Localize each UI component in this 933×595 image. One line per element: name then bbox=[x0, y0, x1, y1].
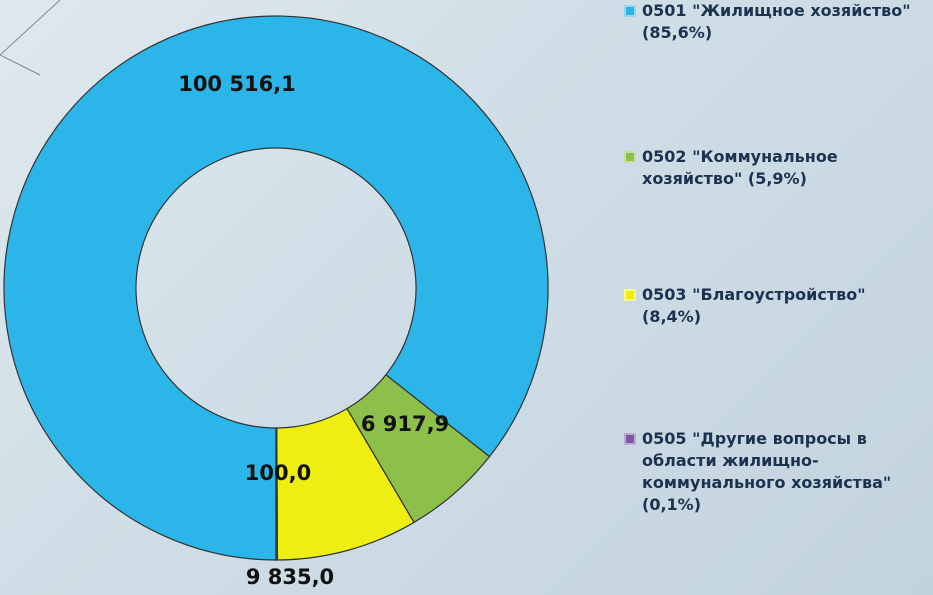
legend-swatch bbox=[624, 5, 636, 17]
donut-segment bbox=[3, 15, 549, 561]
data-label: 6 917,9 bbox=[361, 412, 449, 436]
legend-swatch bbox=[624, 151, 636, 163]
legend-item: 0503 "Благоустройство"(8,4%) bbox=[622, 284, 922, 328]
donut-segment bbox=[275, 427, 279, 561]
data-label: 9 835,0 bbox=[246, 565, 334, 589]
legend-label: 0501 "Жилищное хозяйство" (85,6%) bbox=[642, 1, 911, 42]
legend-item: 0501 "Жилищное хозяйство" (85,6%) bbox=[622, 0, 922, 44]
decoration bbox=[0, 0, 61, 76]
legend-swatch bbox=[624, 289, 636, 301]
legend-label: 0502 "Коммунальное хозяйство" (5,9%) bbox=[642, 147, 838, 188]
legend-item: 0502 "Коммунальное хозяйство" (5,9%) bbox=[622, 146, 922, 190]
legend-item: 0505 "Другие вопросы в области жилищно-к… bbox=[622, 428, 922, 516]
legend-swatch bbox=[624, 433, 636, 445]
legend-label: 0505 "Другие вопросы в области жилищно-к… bbox=[642, 429, 892, 514]
legend-label: 0503 "Благоустройство"(8,4%) bbox=[642, 285, 866, 326]
data-label: 100,0 bbox=[245, 461, 311, 485]
data-label: 100 516,1 bbox=[178, 72, 296, 96]
